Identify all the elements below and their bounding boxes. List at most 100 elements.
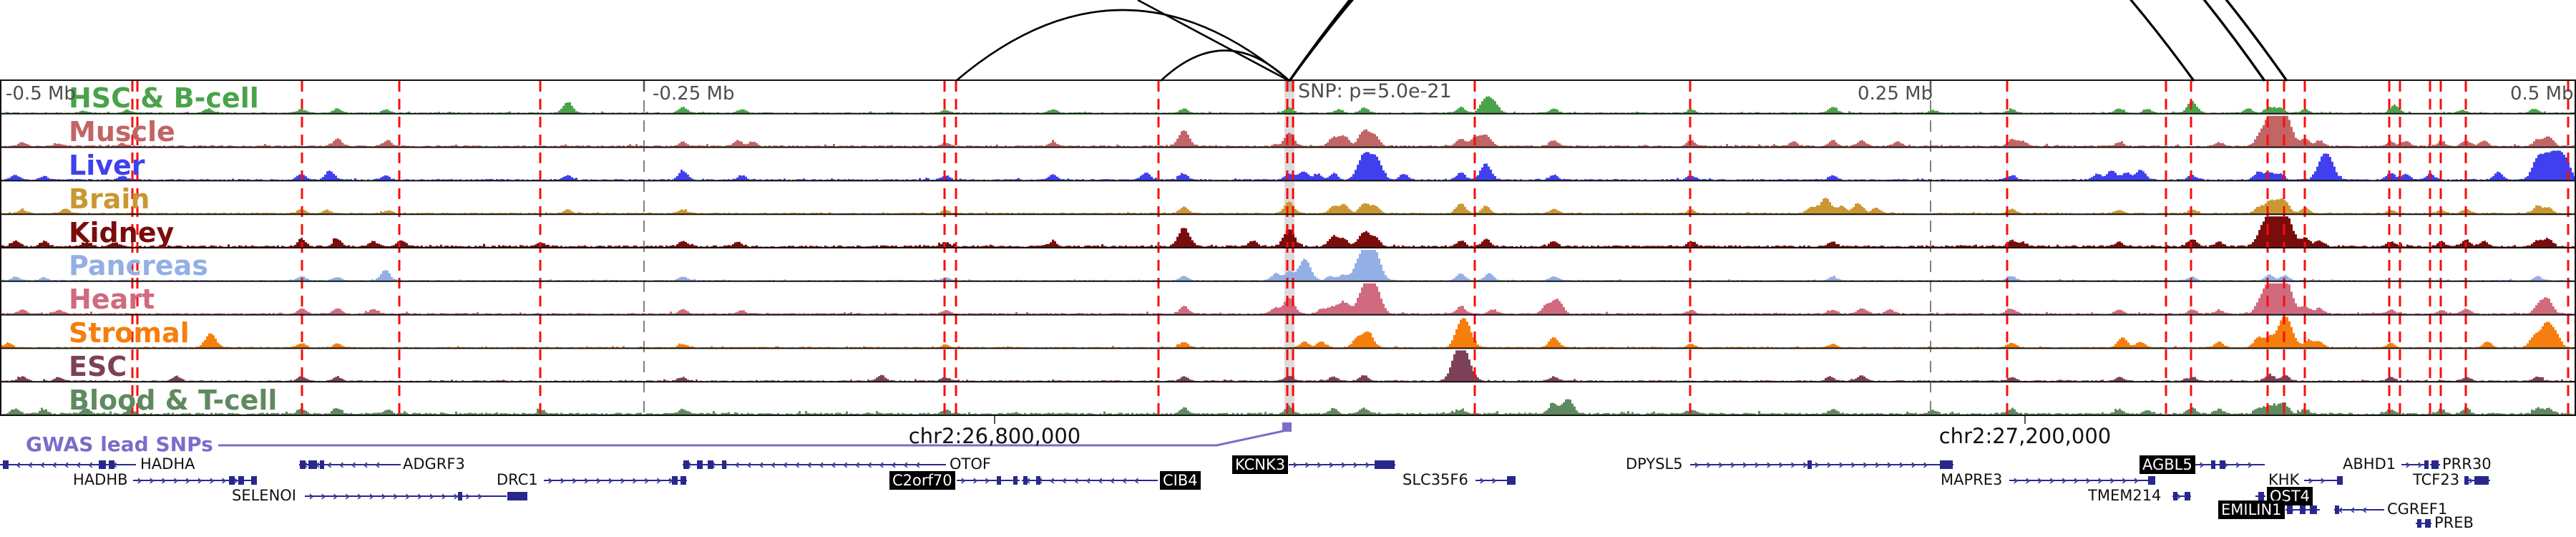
axis-label-minus-0.5mb: -0.5 Mb bbox=[6, 83, 76, 105]
gene-mapre3-exon bbox=[2148, 476, 2155, 485]
gene-adgrf3-label[interactable]: ADGRF3 bbox=[403, 455, 465, 473]
gene-mapre3-strand-arrows: ››››››››››› bbox=[2013, 473, 2146, 488]
gene-kcnk3-label[interactable]: KCNK3 bbox=[1232, 455, 1289, 474]
track-label-blood-t-cell[interactable]: Blood & T-cell bbox=[69, 384, 278, 416]
gene-cgref1-body bbox=[2334, 509, 2384, 511]
gene-mapre3-label[interactable]: MAPRE3 bbox=[1941, 471, 2003, 488]
gene-tmem214-body bbox=[2172, 495, 2191, 497]
gwas-track-line bbox=[218, 429, 1287, 447]
gene-ost4-exon bbox=[2258, 492, 2264, 500]
gene-c2orf70-label[interactable]: C2orf70 bbox=[889, 471, 955, 490]
gene-hadhb-exon bbox=[251, 476, 257, 485]
gene-hadha-body bbox=[0, 464, 136, 465]
interaction-arc bbox=[1288, 0, 2266, 82]
gene-slc35f6-body bbox=[1475, 480, 1507, 481]
gene-tmem214-label[interactable]: TMEM214 bbox=[2088, 487, 2162, 504]
track-label-heart[interactable]: Heart bbox=[69, 284, 155, 316]
track-label-muscle[interactable]: Muscle bbox=[69, 116, 175, 148]
gene-abhd1-exon bbox=[2424, 460, 2429, 469]
gene-dpysl5-strand-arrows: ›››››››››››››››››››› bbox=[1694, 457, 1935, 473]
gene-selenoi-body bbox=[305, 495, 507, 497]
gene-adgrf3-exon bbox=[320, 460, 324, 469]
gene-cib4-strand-arrows: ‹‹‹‹‹‹‹‹‹‹ bbox=[1025, 473, 1146, 488]
track-label-hsc-b-cell[interactable]: HSC & B-cell bbox=[69, 82, 259, 115]
gene-preb-label[interactable]: PREB bbox=[2434, 514, 2474, 531]
gene-hadha-label[interactable]: HADHA bbox=[140, 455, 195, 473]
gene-agbl5-label[interactable]: AGBL5 bbox=[2140, 455, 2195, 474]
gene-selenoi-label[interactable]: SELENOI bbox=[232, 487, 296, 504]
gene-khk-exon bbox=[2337, 476, 2343, 485]
signal-track-stromal[interactable] bbox=[0, 316, 2576, 349]
gene-hadha-strand-arrows: ‹‹‹‹‹‹‹‹‹‹ bbox=[4, 457, 125, 473]
gene-slc35f6-exon bbox=[1507, 476, 1516, 485]
gene-otof-exon bbox=[722, 460, 726, 469]
gene-hadha-exon bbox=[99, 460, 106, 469]
gene-c2orf70-strand-arrows: ›››› bbox=[960, 473, 1009, 488]
gene-dpysl5-exon bbox=[1940, 460, 1953, 469]
gene-khk-label[interactable]: KHK bbox=[2268, 471, 2300, 488]
gene-c2orf70-exon bbox=[997, 476, 1001, 485]
gene-hadha-exon bbox=[3, 460, 9, 469]
track-label-liver[interactable]: Liver bbox=[69, 150, 145, 181]
gene-kcnk3-exon bbox=[1375, 460, 1395, 469]
chr-coordinate-label-left: chr2:26,800,000 bbox=[908, 424, 1081, 448]
gene-slc35f6-label[interactable]: SLC35F6 bbox=[1402, 471, 1468, 488]
gene-drc1-body bbox=[544, 480, 687, 481]
gene-hadhb-exon bbox=[238, 476, 244, 485]
track-label-stromal[interactable]: Stromal bbox=[69, 317, 190, 349]
gene-emilin1-exon bbox=[2310, 505, 2317, 514]
gene-otof-exon bbox=[683, 460, 689, 469]
gene-c2orf70-body bbox=[957, 480, 1020, 481]
gene-prr30-label[interactable]: PRR30 bbox=[2442, 455, 2492, 473]
gene-tmem214-exon bbox=[2173, 492, 2177, 500]
interaction-arc bbox=[1288, 0, 2195, 82]
gene-dpysl5-exon bbox=[1807, 460, 1812, 469]
axis-label-plus-0.25mb: 0.25 Mb bbox=[1858, 83, 1933, 105]
gwas-lead-snp-marker[interactable] bbox=[1282, 422, 1292, 432]
gene-drc1-label[interactable]: DRC1 bbox=[497, 471, 538, 488]
gene-dpysl5-label[interactable]: DPYSL5 bbox=[1626, 455, 1683, 473]
gene-tcf23-label[interactable]: TCF23 bbox=[2413, 471, 2460, 488]
gene-agbl5-body bbox=[2195, 464, 2265, 465]
gene-c2orf70-exon bbox=[1013, 476, 1018, 485]
track-label-brain[interactable]: Brain bbox=[69, 183, 150, 215]
signal-track-hsc-b-cell[interactable] bbox=[0, 96, 2576, 114]
gene-drc1-strand-arrows: ››››››››››› bbox=[547, 473, 680, 488]
gene-emilin1-exon bbox=[2300, 505, 2306, 514]
gene-otof-exon bbox=[697, 460, 703, 469]
gene-adgrf3-body bbox=[299, 464, 401, 465]
gene-tcf23-exon bbox=[2464, 476, 2469, 485]
gene-otof-exon bbox=[708, 460, 713, 469]
track-label-kidney[interactable]: Kidney bbox=[69, 216, 175, 248]
gene-otof-label[interactable]: OTOF bbox=[950, 455, 991, 473]
gene-abhd1-label[interactable]: ABHD1 bbox=[2343, 455, 2396, 473]
gene-cib4-label[interactable]: CIB4 bbox=[1160, 471, 1201, 490]
axis-label-plus-0.5mb: 0.5 Mb bbox=[2510, 83, 2574, 105]
gene-cgref1-label[interactable]: CGREF1 bbox=[2387, 500, 2448, 518]
snp-pvalue-label: SNP: p=5.0e-21 bbox=[1298, 80, 1452, 102]
gene-tmem214-strand-arrows: › bbox=[2176, 488, 2187, 504]
track-label-pancreas[interactable]: Pancreas bbox=[69, 250, 208, 282]
gene-selenoi-exon bbox=[507, 492, 527, 500]
gene-selenoi-strand-arrows: ››››››››››››››› bbox=[308, 488, 489, 504]
gene-cgref1-exon bbox=[2335, 505, 2339, 514]
gene-hadhb-label[interactable]: HADHB bbox=[73, 471, 128, 488]
gene-preb-exon bbox=[2417, 519, 2421, 528]
gene-tcf23-exon bbox=[2474, 476, 2489, 485]
gene-mapre3-body bbox=[2009, 480, 2152, 481]
gene-cgref1-strand-arrows: ‹‹‹ bbox=[2338, 502, 2374, 518]
gene-slc35f6-strand-arrows: ›› bbox=[1479, 473, 1503, 488]
gene-selenoi-exon bbox=[458, 492, 462, 500]
gene-abhd1-body bbox=[2401, 464, 2427, 465]
interaction-arc bbox=[955, 9, 1290, 82]
gene-khk-body bbox=[2304, 480, 2341, 481]
track-label-esc[interactable]: ESC bbox=[69, 350, 127, 382]
gene-cib4-exon bbox=[1023, 476, 1028, 485]
signal-track-pancreas[interactable] bbox=[0, 250, 2576, 281]
signal-track-brain[interactable] bbox=[0, 198, 2576, 215]
gwas-lead-snps-track-label[interactable]: GWAS lead SNPs bbox=[26, 432, 213, 456]
chr-coordinate-label-right: chr2:27,200,000 bbox=[1938, 424, 2112, 448]
gene-adgrf3-exon bbox=[308, 460, 317, 469]
gene-emilin1-label[interactable]: EMILIN1 bbox=[2218, 500, 2285, 519]
gene-cib4-body bbox=[1022, 480, 1158, 481]
